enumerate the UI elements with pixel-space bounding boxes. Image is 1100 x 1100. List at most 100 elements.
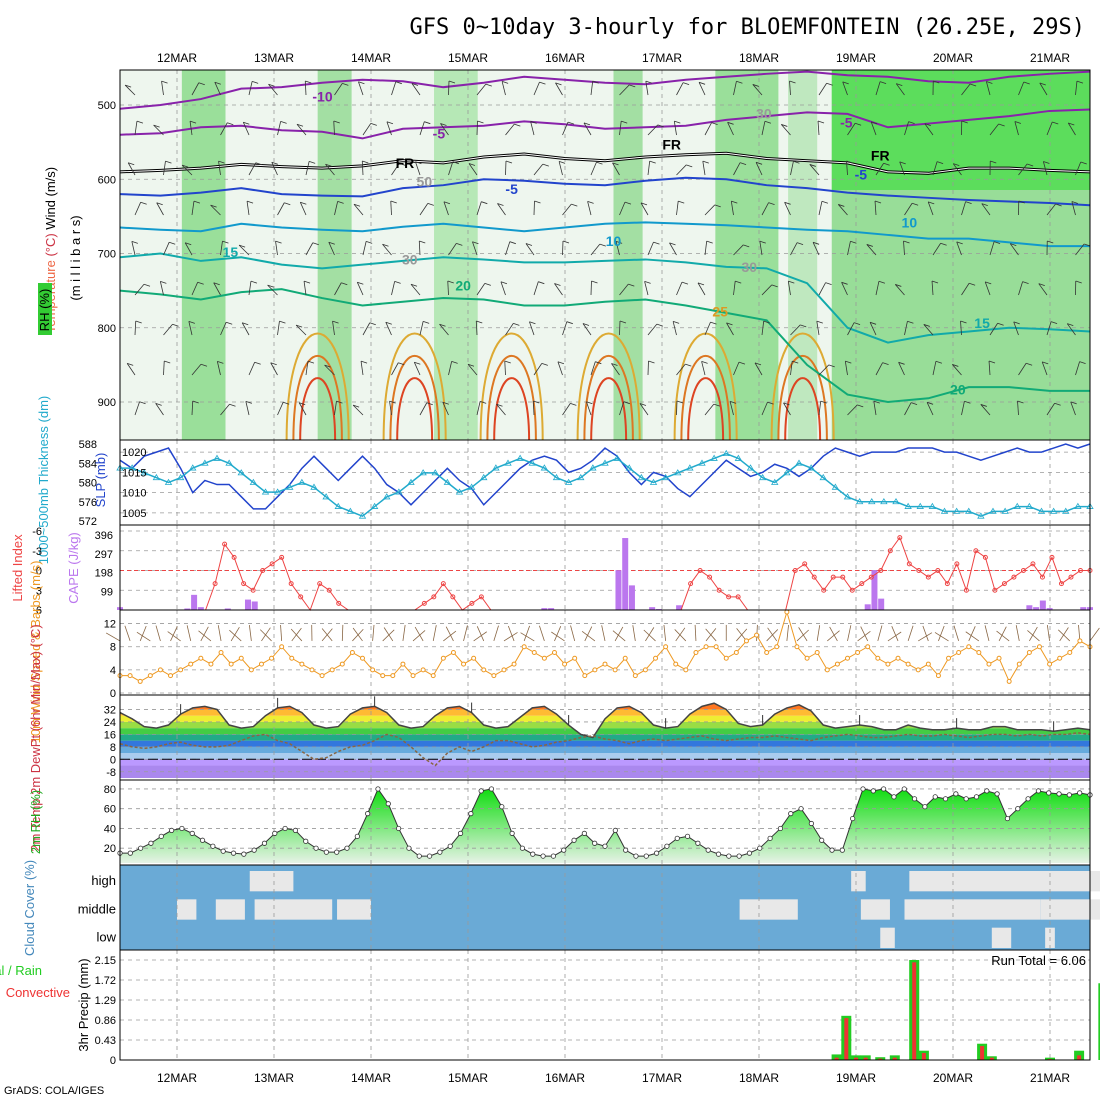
wind-barb [352,404,364,416]
wind-barb [968,626,976,642]
wind-barb [786,624,789,641]
top-date-label: 13MAR [254,51,294,65]
series-point [201,459,209,466]
wind-speed-point [147,673,153,679]
cape-bar [878,598,885,610]
wind-speed-point [572,655,578,661]
wind-barb [391,163,400,176]
wind-barb-flag [1076,80,1084,84]
wind-barb [891,626,899,642]
wind-barb [961,401,965,416]
wind-barb-flag [809,164,816,167]
wind-barb-flag [697,282,705,286]
wind-barb-flag [427,203,434,206]
series-point [492,464,500,471]
top-date-label: 14MAR [351,51,391,65]
series-point [480,473,488,481]
series-point [904,502,912,509]
wind-speed-point [329,667,335,673]
wind-barb [676,164,687,176]
wind-barb [761,284,773,296]
wind-barb [733,244,744,256]
rh-point [396,825,402,832]
wind-barb [847,322,855,336]
wind-barb-flag [193,200,201,204]
wind-barb-flag [931,280,939,284]
contour-line [120,288,1090,404]
wind-barb [761,321,765,336]
wind-barb [419,121,425,136]
temperature-band [120,709,1090,716]
wind-barb-flag [903,240,910,244]
precip-tick-label: 2.15 [95,955,116,967]
rh-point [891,794,897,800]
li-point [887,548,893,554]
precip-legend-convective: Convective [6,985,70,1000]
wind-barb [673,121,677,136]
wind-barb [733,281,736,296]
series-point [855,497,864,505]
rh-point [911,796,918,802]
wind-barb-flag [781,124,788,127]
wind-barb-flag [353,203,361,207]
wind-barb [590,81,594,96]
wind-barb [619,84,630,96]
rh-point [561,847,567,853]
wind-barb [530,121,535,136]
wind-barb-flag [676,400,684,404]
rh-point [612,827,618,834]
series-point [661,473,670,481]
series-point [395,488,403,495]
wind-barb [391,281,396,296]
rh-point [138,845,144,851]
wind-speed-point [663,644,669,650]
wind-speed-point [713,644,719,650]
wind-barb [984,625,990,642]
rh-point [788,811,794,817]
series-point [431,469,439,476]
rh-point [1004,815,1011,822]
wind-barb [619,401,625,416]
wind-speed-point [248,667,254,673]
wind-barb-flag [619,320,627,324]
wind-barb [988,361,991,376]
li-line [120,536,1090,612]
series-point [407,478,415,485]
wind-barb-flag [639,403,647,406]
wind-barb-flag [629,84,636,88]
wind-barb-flag [245,400,252,404]
wind-barb-flag [505,160,513,164]
wind-speed-point [976,650,982,655]
wind-barb-flag [255,162,262,166]
warm-contour [479,332,544,440]
li-point [1020,568,1026,573]
wind-barb [676,82,684,96]
wind-barb-flag [898,361,905,365]
wind-barb-flag [817,120,825,124]
wind-barb-flag [686,164,693,168]
series-point [140,469,148,476]
wind-barb [280,624,283,641]
wind-barb-flag [997,322,1004,326]
thickness-tick-label: 580 [79,478,97,490]
contour-line-freezing-core [120,152,1090,174]
series-point [819,473,827,481]
pressure-tick-label: 800 [98,323,116,335]
wind-tick-label: 4 [110,665,116,677]
wind-barb [981,203,991,216]
rh-point [230,850,237,856]
wind-barb [299,202,307,216]
wind-barb [245,401,250,416]
wind-barb [362,322,371,336]
warm-contour [389,355,440,440]
wind-barb-flag [419,240,426,244]
wind-barb-flag [139,401,146,405]
wind-barb [1070,401,1076,416]
series-point [273,488,282,495]
wind-barb [413,362,421,376]
series-point [152,473,161,481]
wind-barb-flag [370,123,377,126]
wind-speed-point [612,667,618,673]
li-point [260,568,266,573]
wind-barb-flag [964,400,971,404]
